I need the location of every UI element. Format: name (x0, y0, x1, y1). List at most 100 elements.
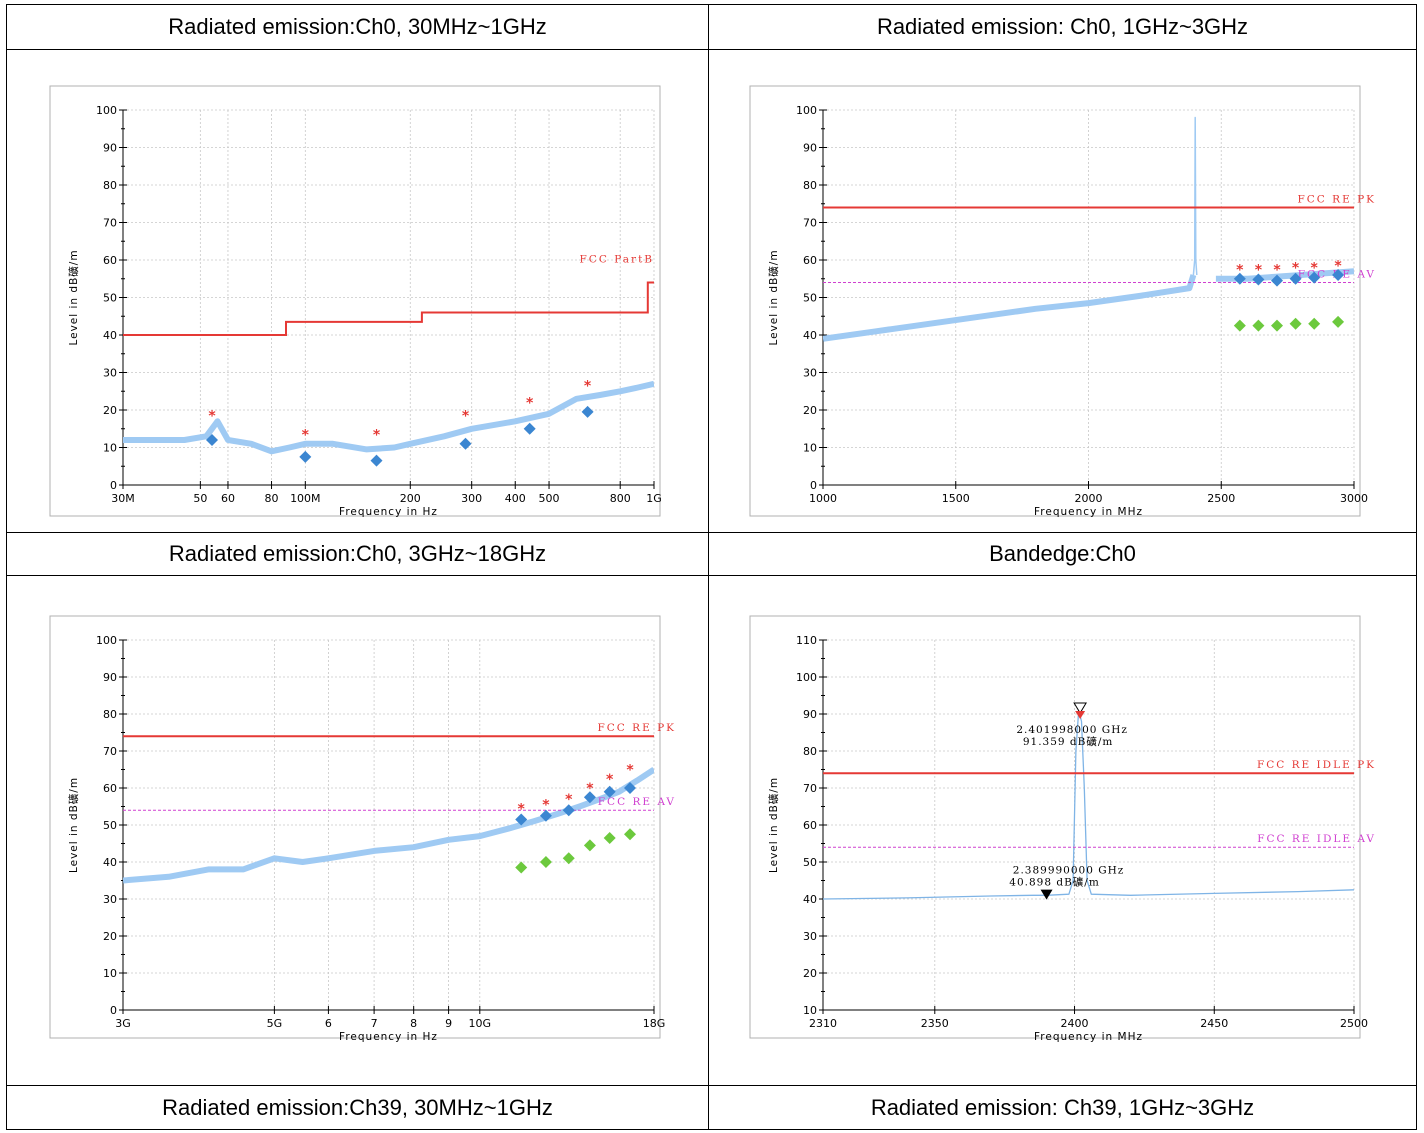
y-tick-label: 40 (803, 893, 817, 906)
y-tick-label: 40 (803, 329, 817, 342)
avg-marker-green (1252, 319, 1265, 332)
y-tick-label: 10 (803, 442, 817, 455)
avg-marker (1271, 274, 1284, 287)
avg-marker-green (1233, 319, 1246, 332)
marker-triangle (1075, 710, 1086, 719)
y-tick-label: 80 (803, 179, 817, 192)
avg-marker (539, 809, 552, 822)
peak-marker: * (1273, 262, 1281, 278)
qp-marker (299, 450, 312, 463)
x-tick-label: 2450 (1200, 1017, 1228, 1030)
cell-header-5: Radiated emission:Ch39, 30MHz~1GHz (162, 1095, 553, 1120)
y-tick-label: 100 (96, 634, 117, 647)
grid-lines (822, 109, 1355, 486)
y-tick-label: 110 (796, 634, 817, 647)
marker-annotation: 40.898 dB礦/m (1009, 876, 1100, 889)
peak-marker: * (626, 763, 634, 779)
y-tick-label: 20 (803, 404, 817, 417)
peak-marker: * (542, 798, 550, 814)
y-tick-label: 50 (803, 856, 817, 869)
peak-marker: * (1311, 261, 1319, 277)
x-tick-label: 300 (461, 492, 482, 505)
y-tick-label: 100 (796, 104, 817, 117)
cell-header-6: Radiated emission: Ch39, 1GHz~3GHz (870, 1095, 1255, 1120)
peak-marker: * (606, 772, 614, 788)
chart-frame (49, 85, 661, 517)
x-tick-label: 10G (469, 1017, 492, 1030)
x-tick-label: 2400 (1061, 1017, 1089, 1030)
limit-label: FCC RE PK (1297, 194, 1376, 206)
y-tick-label: 60 (803, 254, 817, 267)
chart-bandedge-ch0: 10 20 30 40 50 60 70 80 90 100 110 2310 2350 2400 2450… (749, 615, 1376, 1043)
x-tick-label: 18G (643, 1017, 666, 1030)
y-tick-label: 60 (103, 254, 117, 267)
x-tick-label: 60 (221, 492, 235, 505)
avg-marker (624, 782, 637, 794)
avg-marker (1308, 271, 1321, 284)
cell-header-2: Radiated emission: Ch0, 1GHz~3GHz (876, 14, 1249, 39)
plot-area (123, 766, 654, 884)
grid-lines (122, 639, 655, 1011)
y-tick-label: 50 (103, 819, 117, 832)
y-tick-label: 50 (103, 292, 117, 305)
y-tick-label: 100 (796, 671, 817, 684)
peak-marker: * (1292, 261, 1300, 277)
y-axis-label: Level in dB礦/m (67, 777, 80, 873)
plot-area (123, 380, 654, 455)
chart-ch0-1ghz-3ghz: 0 10 20 30 40 50 60 70 80 90 100 1000 1500 2000 2500 30… (749, 85, 1376, 518)
avg-marker-green (603, 831, 616, 844)
peak-marker: * (208, 409, 216, 425)
peak-marker: * (526, 396, 534, 412)
avg-marker (515, 813, 528, 826)
limit-line (123, 281, 654, 336)
chart-frame (749, 85, 1361, 517)
peak-marker: * (518, 801, 526, 817)
x-tick-label: 3000 (1340, 492, 1368, 505)
y-tick-label: 30 (103, 367, 117, 380)
y-tick-label: 80 (103, 708, 117, 721)
y-tick-label: 70 (803, 217, 817, 230)
y-tick-label: 30 (803, 930, 817, 943)
x-axis-label: Frequency in Hz (339, 1031, 438, 1043)
y-tick-label: 40 (103, 856, 117, 869)
limit-label: FCC RE PK (597, 722, 676, 734)
x-tick-label: 200 (400, 492, 421, 505)
marker-triangle-filled (1040, 889, 1053, 900)
x-tick-label: 1500 (942, 492, 970, 505)
avg-marker-green (1271, 319, 1284, 332)
row-divider (7, 532, 1416, 533)
peak-marker: * (1255, 262, 1263, 278)
y-tick-label: 20 (103, 404, 117, 417)
peak-marker: * (462, 409, 470, 425)
avg-marker (583, 791, 596, 804)
avg-marker (1233, 272, 1246, 285)
y-tick-label: 0 (810, 479, 817, 492)
results-table: Radiated emission:Ch0, 30MHz~1GHz Radiat… (6, 4, 1417, 1130)
x-tick-label: 3G (115, 1017, 131, 1030)
x-tick-label: 6 (325, 1017, 332, 1030)
y-tick-label: 60 (803, 819, 817, 832)
y-tick-label: 10 (803, 1004, 817, 1017)
limit-label: FCC RE IDLE PK (1257, 759, 1376, 771)
x-tick-label: 5G (267, 1017, 283, 1030)
x-tick-label: 2350 (921, 1017, 949, 1030)
y-tick-label: 90 (803, 708, 817, 721)
y-tick-label: 0 (110, 1004, 117, 1017)
x-tick-label: 7 (371, 1017, 378, 1030)
peak-marker: * (565, 792, 573, 808)
y-tick-label: 20 (803, 967, 817, 980)
avg-marker (1289, 272, 1302, 285)
marker-triangle-open (1073, 702, 1087, 714)
x-tick-label: 1G (646, 492, 662, 505)
y-axis-label: Level in dB礦/m (67, 249, 80, 345)
avg-marker-green (624, 828, 637, 841)
avg-marker-green (1289, 317, 1302, 330)
noise-floor-trace (123, 380, 654, 455)
x-tick-label: 800 (610, 492, 631, 505)
qp-marker (581, 405, 594, 418)
x-tick-label: 2500 (1207, 492, 1235, 505)
x-tick-label: 100M (290, 492, 321, 505)
peak-marker: * (302, 427, 310, 443)
qp-marker (459, 437, 472, 450)
y-axis-label: Level in dB礦/m (767, 777, 780, 873)
